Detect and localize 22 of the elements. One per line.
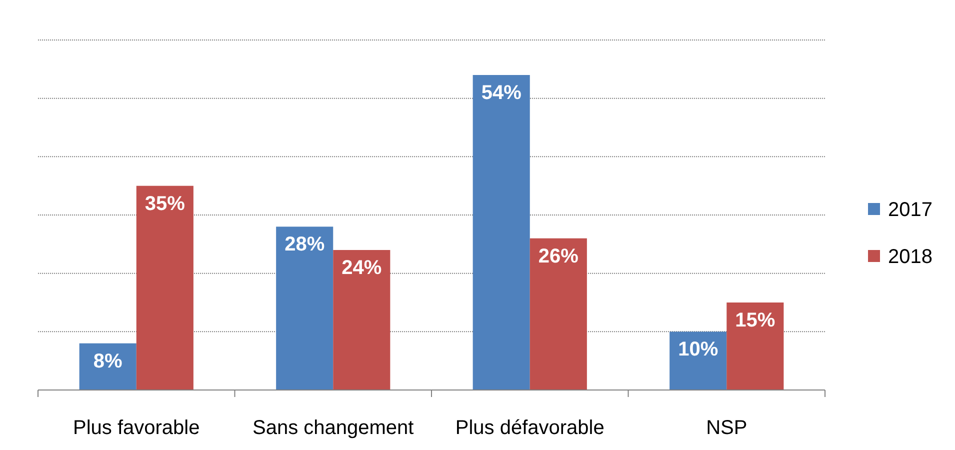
data-label: 26%: [538, 245, 579, 268]
bar: [670, 332, 727, 390]
bar: [136, 186, 194, 390]
x-tick-label: NSP: [706, 417, 748, 439]
bar: [333, 250, 390, 390]
data-label: 28%: [284, 234, 325, 256]
data-label: 10%: [678, 338, 718, 361]
bar: [726, 302, 784, 390]
x-tick-label: Plus défavorable: [455, 417, 604, 439]
data-label: 54%: [481, 82, 522, 104]
bar: [472, 75, 530, 390]
x-tick-label: Sans changement: [252, 417, 414, 439]
data-label: 35%: [144, 192, 186, 215]
x-tick-label: Plus favorable: [73, 417, 200, 439]
data-label: 15%: [735, 310, 776, 332]
bar: [530, 238, 587, 390]
data-label: 8%: [93, 350, 123, 372]
legend-label: 2017: [888, 199, 932, 221]
bar: [79, 343, 136, 390]
data-label: 24%: [342, 257, 382, 279]
bar: [276, 226, 334, 390]
legend-label: 2018: [888, 246, 932, 268]
